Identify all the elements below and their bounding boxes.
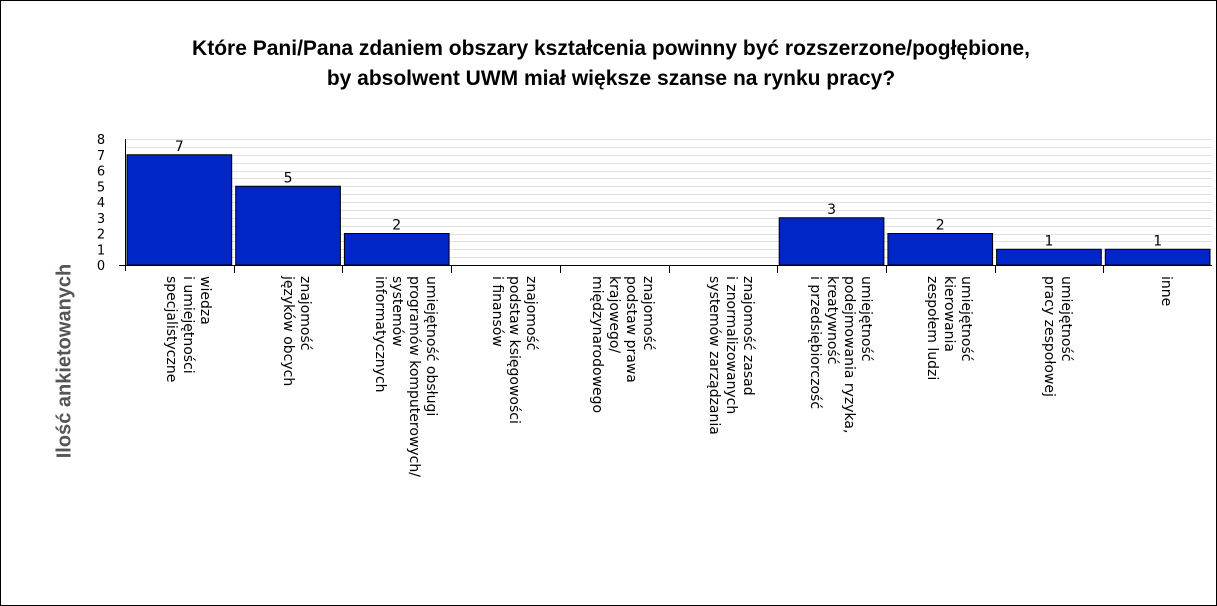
data-label: 7	[175, 139, 184, 155]
x-tick-label: umiejętność obsługi programów komputerow…	[372, 276, 439, 477]
x-tick-label: umiejętność podejmowania ryzyka, kreatyw…	[807, 276, 874, 434]
data-label: 3	[827, 202, 836, 218]
bar	[996, 248, 1102, 266]
y-tick-label: 1	[97, 243, 105, 258]
chart-title: Które Pani/Pana zdaniem obszary kształce…	[61, 34, 1161, 94]
chart-title-line-1: Które Pani/Pana zdaniem obszary kształce…	[192, 37, 1030, 60]
x-tick-label: znajomość podstaw prawa krajowego/ międz…	[589, 276, 656, 414]
chart-title-line-2: by absolwent UWM miał większe szanse na …	[326, 67, 896, 90]
x-tick-label: umiejętność pracy zespołowej	[1041, 276, 1074, 397]
x-tick-label: inne	[1158, 276, 1174, 307]
y-tick-label: 2	[97, 228, 105, 243]
bar	[343, 233, 450, 266]
bar	[778, 217, 885, 266]
x-tick-label: umiejętność kierowania zespołem ludzi	[924, 276, 974, 381]
x-tick-label: znajomość zasad i znormalizowanych syste…	[706, 276, 756, 435]
bar	[887, 233, 994, 266]
data-label: 2	[392, 218, 401, 234]
bar	[126, 154, 233, 266]
y-tick-label: 3	[97, 212, 105, 227]
y-tick-label: 5	[97, 180, 105, 195]
y-tick-label: 8	[97, 133, 105, 148]
data-label: 1	[1153, 233, 1162, 249]
x-tick-label: wiedza i umiejętności specjalistyczne	[163, 276, 213, 383]
y-tick-label: 6	[97, 165, 105, 180]
bar	[1104, 248, 1211, 266]
data-label: 2	[936, 218, 945, 234]
bar	[235, 185, 341, 266]
data-label: 5	[284, 170, 293, 186]
data-label: 1	[1044, 233, 1053, 249]
y-tick-label: 0	[97, 259, 105, 274]
x-tick-label: znajomość podstaw księgowości i finansów	[489, 276, 539, 424]
y-tick-label: 4	[97, 196, 105, 211]
x-tick-label: znajomość języków obcych	[280, 276, 313, 387]
y-tick-label: 7	[97, 149, 105, 164]
